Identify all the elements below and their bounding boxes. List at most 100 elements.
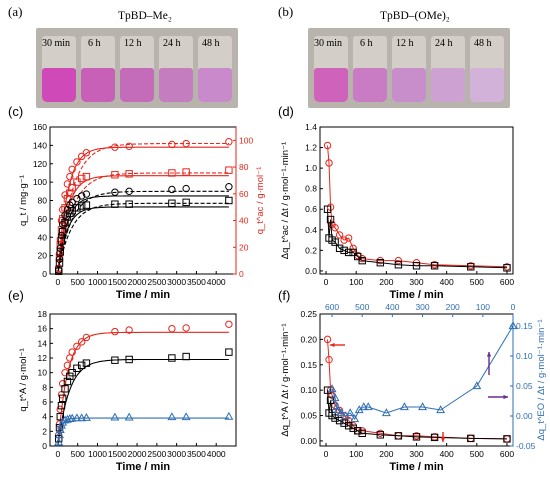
data-point-circle bbox=[335, 231, 344, 239]
data-point-square bbox=[57, 226, 66, 234]
x-top-tick-label: 200 bbox=[446, 302, 460, 312]
x-tick-label: 0 bbox=[324, 277, 329, 287]
data-point-circle bbox=[225, 138, 233, 146]
data-point-square bbox=[168, 199, 176, 207]
y-tick-label: 0.00 bbox=[300, 436, 317, 446]
x-tick-label: 1000 bbox=[88, 449, 107, 459]
data-point-circle bbox=[125, 142, 133, 150]
data-point-square bbox=[125, 170, 133, 178]
data-point-circle bbox=[77, 152, 86, 161]
data-point-square bbox=[340, 419, 348, 427]
data-point-square bbox=[376, 431, 385, 439]
x-tick-label: 2000 bbox=[128, 277, 147, 287]
data-point-circle bbox=[68, 348, 76, 356]
x-top-tick-label: 0 bbox=[511, 302, 516, 312]
data-point-square bbox=[467, 263, 475, 271]
x-axis-label: Time / min bbox=[116, 289, 170, 301]
panel-label-f: (f) bbox=[278, 288, 290, 303]
y-tick-label: 0.2 bbox=[305, 245, 317, 255]
y-tick-label: 12 bbox=[38, 353, 48, 363]
data-point-square bbox=[344, 421, 353, 430]
vial-liquid bbox=[353, 68, 387, 102]
data-point-triangle bbox=[472, 381, 482, 390]
y-right-tick-label: 0.10 bbox=[516, 351, 533, 361]
arrow-right-axis-head bbox=[503, 394, 508, 400]
data-point-circle bbox=[125, 187, 133, 196]
data-point-square bbox=[503, 435, 511, 443]
data-point-square bbox=[182, 198, 190, 207]
photo-title-a: TpBD–Me₂ bbox=[118, 10, 172, 22]
y-tick-label: 0 bbox=[42, 441, 47, 451]
data-point-square bbox=[349, 248, 357, 257]
y-right-tick-label: 0.05 bbox=[516, 381, 533, 391]
y-axis-label: q_t / mg·g⁻¹ bbox=[18, 175, 29, 226]
data-point-triangle bbox=[345, 408, 355, 417]
y-tick-label: 0.0 bbox=[305, 266, 317, 276]
arrow-down-axis-head bbox=[440, 437, 446, 442]
y-tick-label: 4 bbox=[42, 412, 47, 422]
data-point-circle bbox=[344, 234, 353, 242]
data-point-square bbox=[66, 189, 74, 197]
data-point-square bbox=[56, 412, 64, 421]
data-point-square bbox=[340, 246, 348, 255]
x-axis-label: Time / min bbox=[116, 461, 170, 473]
y-tick-label: 140 bbox=[33, 140, 47, 150]
x-tick-label: 3000 bbox=[167, 449, 186, 459]
x-tick-label: 2000 bbox=[128, 449, 147, 459]
data-point-square bbox=[376, 258, 385, 267]
data-point-square bbox=[55, 259, 64, 267]
data-point-triangle bbox=[110, 412, 120, 421]
fit-curve bbox=[57, 417, 229, 447]
x-tick-label: 200 bbox=[379, 449, 393, 459]
data-point-circle bbox=[323, 335, 332, 344]
data-point-square bbox=[323, 386, 332, 394]
x-tick-label: 1500 bbox=[108, 277, 127, 287]
y-right-tick-label: 0 bbox=[239, 269, 244, 279]
fit-curve bbox=[57, 331, 229, 447]
data-point-square bbox=[58, 228, 67, 236]
data-point-triangle bbox=[508, 321, 518, 330]
data-point-triangle bbox=[359, 402, 369, 411]
y-tick-label: 18 bbox=[38, 309, 48, 319]
vial-time-label: 12 h bbox=[124, 38, 142, 49]
x-axis-label: Time / min bbox=[389, 461, 443, 473]
vial-liquid bbox=[314, 68, 348, 102]
y-right-tick-label: 40 bbox=[239, 216, 249, 226]
data-point-square bbox=[61, 385, 69, 393]
data-point-circle bbox=[325, 355, 333, 364]
data-point-circle bbox=[56, 235, 64, 243]
data-point-triangle bbox=[333, 405, 343, 414]
panel-label-c: (c) bbox=[8, 104, 23, 119]
data-point-square bbox=[467, 434, 475, 443]
y-tick-label: 0.25 bbox=[300, 309, 317, 319]
data-point-square bbox=[225, 348, 233, 356]
data-point-circle bbox=[77, 338, 86, 346]
data-point-square bbox=[55, 267, 63, 275]
x-tick-label: 500 bbox=[470, 449, 484, 459]
x-tick-label: 400 bbox=[440, 449, 454, 459]
fit-curve bbox=[57, 202, 229, 275]
x-tick-label: 500 bbox=[71, 277, 85, 287]
x-top-tick-label: 400 bbox=[385, 302, 399, 312]
data-point-square bbox=[111, 200, 119, 208]
x-tick-label: 1000 bbox=[88, 277, 107, 287]
x-tick-label: 100 bbox=[349, 277, 363, 287]
vial-liquid bbox=[159, 68, 193, 102]
x-tick-label: 2500 bbox=[147, 277, 166, 287]
data-point-square bbox=[57, 401, 66, 410]
data-point-square bbox=[82, 359, 91, 367]
data-point-circle bbox=[68, 165, 76, 173]
x-tick-label: 4000 bbox=[207, 449, 226, 459]
data-point-square bbox=[168, 169, 176, 177]
data-point-circle bbox=[182, 184, 190, 193]
data-point-square bbox=[394, 261, 403, 269]
y-right-tick-label: 80 bbox=[239, 162, 249, 172]
data-point-circle bbox=[82, 333, 91, 342]
y-tick-label: 6 bbox=[42, 397, 47, 407]
series-line bbox=[327, 339, 508, 440]
data-point-square bbox=[82, 201, 91, 209]
fit-curve bbox=[57, 146, 229, 275]
data-point-triangle bbox=[330, 393, 340, 402]
data-point-circle bbox=[66, 172, 74, 181]
data-point-triangle bbox=[55, 430, 64, 439]
